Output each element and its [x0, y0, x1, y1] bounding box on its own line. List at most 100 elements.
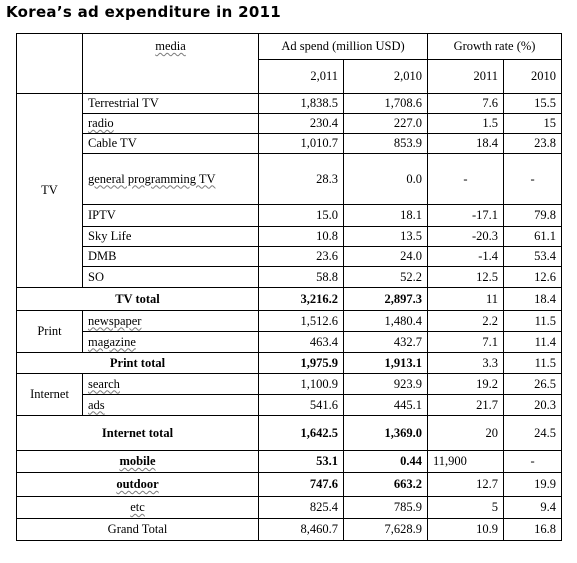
row-media-label: search [88, 376, 120, 391]
header-corner-cell [16, 33, 83, 94]
cell-spend-2010: 227.0 [342, 113, 429, 134]
header-growth-2010: 2010 [503, 59, 563, 94]
row-media-label: general programming TV [88, 171, 216, 186]
cell-spend-2010: 0.0 [342, 153, 429, 205]
cell-spend-2010: 0.44 [342, 450, 429, 473]
cell-spend-2011: 1,100.9 [258, 373, 344, 395]
cell-spend-2010: 1,369.0 [342, 415, 429, 451]
table-row: TV Terrestrial TV 1,838.5 1,708.6 7.6 15… [16, 93, 563, 288]
row-media: radio [82, 113, 259, 134]
table-row: mobile 53.1 0.44 11,900 - [16, 450, 563, 473]
cell-spend-2011: 825.4 [258, 496, 344, 519]
total-row-tv: TV total 3,216.2 2,897.3 11 18.4 [16, 287, 563, 311]
ad-expenditure-table: media Ad spend (million USD) Growth rate… [16, 33, 563, 541]
cell-growth-2010: 26.5 [503, 373, 563, 395]
table-row: magazine 463.4 432.7 7.1 11.4 [17, 331, 563, 353]
cell-spend-2010: 13.5 [342, 226, 429, 247]
cell-spend-2011: 15.0 [258, 204, 344, 227]
row-media: newspaper [82, 310, 259, 332]
row-media: SO [82, 266, 259, 288]
row-media-label: mobile [119, 454, 156, 468]
header-media-label: media [155, 39, 186, 53]
row-media-label: outdoor [116, 477, 159, 491]
cell-growth-2010: 24.5 [503, 415, 563, 451]
cell-spend-2011: 23.6 [258, 246, 344, 267]
page-title: Korea’s ad expenditure in 2011 [6, 3, 282, 21]
cell-spend-2011: 230.4 [258, 113, 344, 134]
table-row: DMB 23.6 24.0 -1.4 53.4 [17, 246, 563, 267]
cell-growth-2010: - [503, 153, 563, 205]
row-media: Terrestrial TV [82, 93, 259, 114]
cell-growth-2011: 11,900 [427, 450, 505, 473]
header-year-2011: 2,011 [258, 59, 344, 94]
cell-spend-2011: 463.4 [258, 331, 344, 353]
cell-growth-2011: -1.4 [427, 246, 505, 267]
cell-growth-2011: 3.3 [427, 352, 505, 374]
cell-spend-2011: 53.1 [258, 450, 344, 473]
cell-spend-2010: 7,628.9 [342, 518, 429, 541]
cell-growth-2011: 2.2 [427, 310, 505, 332]
grand-total-row: Grand Total 8,460.7 7,628.9 10.9 16.8 [16, 518, 563, 541]
cell-spend-2010: 1,480.4 [342, 310, 429, 332]
group-label-internet: Internet [16, 373, 83, 416]
cell-growth-2011: 19.2 [427, 373, 505, 395]
cell-growth-2011: 5 [427, 496, 505, 519]
cell-spend-2011: 10.8 [258, 226, 344, 247]
cell-spend-2010: 923.9 [342, 373, 429, 395]
header-year-row: 2,011 2,010 2011 2010 [17, 59, 563, 94]
row-media: magazine [82, 331, 259, 353]
table-row: Print newspaper 1,512.6 1,480.4 2.2 11.5 [16, 310, 563, 353]
total-row-internet: Internet total 1,642.5 1,369.0 20 24.5 [16, 415, 563, 451]
table-row: SO 58.8 52.2 12.5 12.6 [17, 266, 563, 288]
table-row: Sky Life 10.8 13.5 -20.3 61.1 [17, 226, 563, 247]
cell-spend-2011: 28.3 [258, 153, 344, 205]
cell-growth-2010: 23.8 [503, 133, 563, 154]
table-row: Cable TV 1,010.7 853.9 18.4 23.8 [17, 133, 563, 154]
cell-growth-2010: 15 [503, 113, 563, 134]
total-row-print: Print total 1,975.9 1,913.1 3.3 11.5 [16, 352, 563, 374]
header-year-2010: 2,010 [342, 59, 429, 94]
row-media: mobile [16, 450, 259, 473]
cell-spend-2010: 1,913.1 [342, 352, 429, 374]
cell-growth-2011: 12.7 [427, 472, 505, 497]
table-row: Internet search 1,100.9 923.9 19.2 26.5 [16, 373, 563, 416]
header-row: media Ad spend (million USD) Growth rate… [16, 33, 563, 94]
header-ad-spend: Ad spend (million USD) [257, 33, 429, 60]
cell-spend-2011: 747.6 [258, 472, 344, 497]
cell-growth-2011: 1.5 [427, 113, 505, 134]
row-media: TV total [16, 287, 259, 311]
cell-growth-2011: 10.9 [427, 518, 505, 541]
cell-growth-2010: 11.5 [503, 310, 563, 332]
cell-spend-2011: 541.6 [258, 394, 344, 416]
cell-spend-2011: 1,512.6 [258, 310, 344, 332]
cell-spend-2010: 853.9 [342, 133, 429, 154]
cell-spend-2010: 52.2 [342, 266, 429, 288]
row-media: etc [16, 496, 259, 519]
cell-spend-2010: 1,708.6 [342, 93, 429, 114]
cell-spend-2010: 445.1 [342, 394, 429, 416]
table-row: etc 825.4 785.9 5 9.4 [16, 496, 563, 519]
header-media: media [82, 33, 259, 94]
cell-spend-2011: 1,975.9 [258, 352, 344, 374]
row-media: general programming TV [82, 153, 259, 205]
cell-growth-2011: 11 [427, 287, 505, 311]
cell-spend-2011: 8,460.7 [258, 518, 344, 541]
cell-growth-2010: 79.8 [503, 204, 563, 227]
cell-growth-2010: 61.1 [503, 226, 563, 247]
cell-spend-2011: 3,216.2 [258, 287, 344, 311]
row-media-label: radio [88, 116, 114, 130]
cell-growth-2010: 12.6 [503, 266, 563, 288]
cell-growth-2010: 19.9 [503, 472, 563, 497]
row-media: search [82, 373, 259, 395]
row-media: Grand Total [16, 518, 259, 541]
cell-growth-2011: 12.5 [427, 266, 505, 288]
cell-growth-2010: 15.5 [503, 93, 563, 114]
group-label-tv: TV [16, 93, 83, 288]
cell-spend-2011: 1,010.7 [258, 133, 344, 154]
cell-growth-2010: - [503, 450, 563, 473]
table-row: radio 230.4 227.0 1.5 15 [17, 113, 563, 134]
cell-spend-2010: 663.2 [342, 472, 429, 497]
cell-growth-2011: 20 [427, 415, 505, 451]
cell-spend-2010: 18.1 [342, 204, 429, 227]
cell-spend-2010: 785.9 [342, 496, 429, 519]
